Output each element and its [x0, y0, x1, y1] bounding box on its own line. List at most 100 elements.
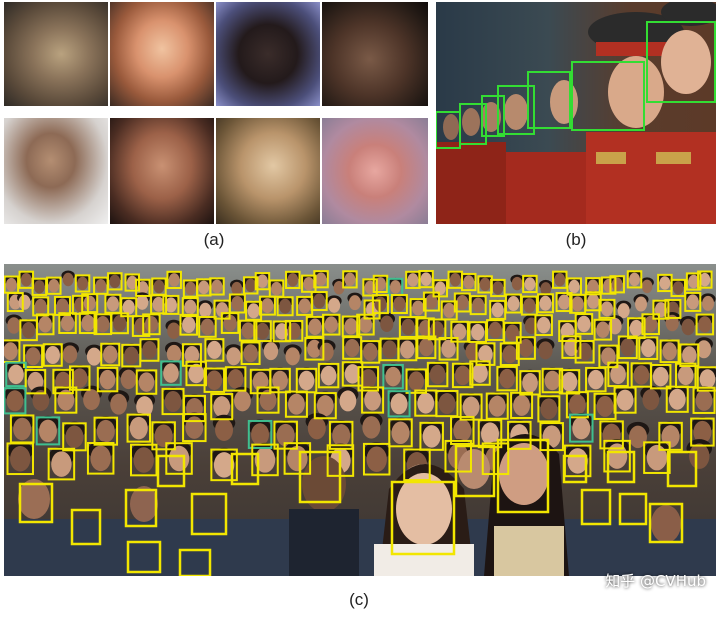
crowd-face — [184, 299, 197, 315]
face-detection-box — [613, 386, 637, 414]
face-detection-box — [565, 391, 589, 419]
crowd-face — [596, 321, 610, 338]
crowd-face — [635, 296, 648, 312]
crowd-face — [456, 294, 469, 310]
crowd-face — [699, 369, 716, 389]
crowd-face — [110, 393, 128, 415]
face-detection-box — [357, 366, 380, 392]
crowd-face — [34, 298, 47, 314]
crowd-face — [363, 342, 378, 361]
crowd-face — [124, 346, 139, 365]
crowd-face — [380, 315, 394, 333]
caption-c: (c) — [349, 590, 369, 609]
crowd-face — [507, 296, 520, 312]
crowd-face — [259, 389, 277, 411]
crowd-face — [364, 389, 381, 411]
face-detection-box — [110, 312, 129, 335]
crowd-face — [57, 389, 75, 411]
face-detection-box — [160, 360, 182, 386]
face-detection-box — [520, 295, 538, 316]
caption-a: (a) — [203, 230, 225, 249]
face-detection-box — [209, 277, 225, 296]
face-detection-box — [247, 419, 273, 449]
crowd-face — [344, 318, 358, 335]
face-detection-box — [419, 421, 444, 451]
face-detection-box — [481, 95, 505, 137]
crowd-face — [587, 293, 600, 309]
crowd-face — [339, 390, 357, 412]
face-detection-box — [6, 442, 34, 476]
crowd-face — [641, 279, 653, 294]
face-detection-box — [18, 482, 54, 524]
crowd-face — [307, 339, 322, 358]
crowd-face — [4, 342, 18, 361]
crowd-face — [279, 298, 292, 314]
face-detection-box — [617, 335, 638, 360]
crowd-face — [136, 294, 149, 310]
crowd-face — [182, 316, 196, 334]
crowd-face — [554, 273, 566, 287]
watermark-text: 知乎 @CVHub — [605, 572, 706, 590]
crowd-face — [587, 279, 599, 293]
crowd-face — [518, 339, 534, 358]
face-detection-box — [541, 367, 564, 394]
crowd-face — [65, 425, 84, 449]
face-detection-box — [481, 442, 510, 476]
crowd-face — [153, 279, 165, 294]
crowd-face — [652, 366, 669, 387]
crowd-face — [358, 316, 373, 333]
crowd-face — [511, 276, 523, 291]
crowd-face — [247, 303, 260, 319]
face-detection-box — [210, 448, 238, 482]
crowd-face — [8, 364, 24, 385]
crowd-face — [677, 365, 694, 386]
crowd-face — [629, 272, 640, 287]
face-detection-box — [382, 363, 404, 390]
crowd-face — [628, 425, 647, 449]
face-detection-box — [695, 313, 715, 336]
face-detection-box — [427, 318, 447, 341]
crowd-face — [263, 342, 279, 361]
face-detection-box — [107, 272, 123, 291]
crowd-face — [185, 281, 196, 296]
face-detection-box — [276, 296, 294, 317]
face-detection-box — [100, 342, 121, 367]
crowd-face — [453, 419, 472, 442]
crowd-face — [471, 323, 485, 341]
crowd-face — [83, 295, 96, 311]
crowd-face — [285, 347, 300, 366]
face-detection-box — [460, 272, 477, 292]
face-detection-box — [388, 418, 413, 448]
face-detection-box — [68, 365, 91, 391]
blurred-face-thumbnail — [216, 2, 320, 106]
face-detection-box — [24, 368, 47, 395]
soldiers-scene — [436, 2, 716, 224]
face-detection-box — [313, 392, 337, 420]
crowd-face — [71, 368, 88, 388]
face-detection-box — [534, 314, 553, 337]
face-detection-box — [139, 338, 160, 362]
crowd-face — [333, 280, 345, 295]
crowd-face — [668, 388, 686, 410]
face-detection-box — [78, 312, 98, 335]
face-detection-box — [599, 420, 624, 450]
crowd-face — [610, 364, 626, 385]
face-detection-box — [150, 294, 168, 315]
face-detection-box — [285, 270, 301, 289]
crowd-face — [629, 319, 643, 337]
face-detection-box — [626, 270, 643, 289]
crowd-face — [241, 322, 255, 339]
crowd-face — [27, 371, 44, 392]
face-detection-box — [131, 315, 151, 337]
face-detection-box — [178, 548, 212, 576]
crowd-face — [611, 277, 623, 292]
face-detection-box — [58, 312, 77, 334]
face-detection-box — [416, 335, 437, 360]
crowd-face — [328, 297, 341, 313]
face-detection-box — [284, 390, 308, 418]
crowd-face — [319, 342, 334, 361]
crowd-face — [287, 273, 299, 287]
face-detection-box — [684, 291, 702, 312]
face-detection-box — [665, 385, 689, 413]
crowd-face — [106, 296, 119, 312]
